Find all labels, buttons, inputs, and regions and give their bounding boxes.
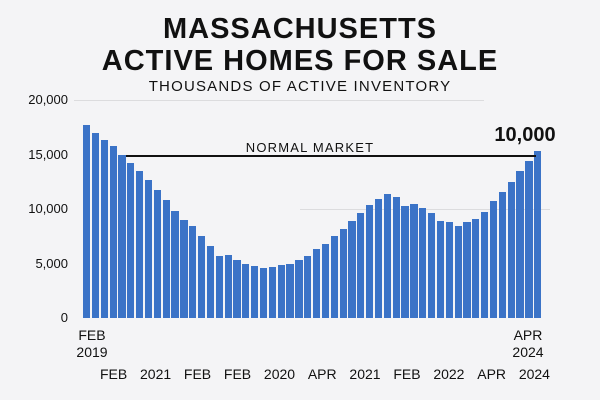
bar [507, 181, 515, 318]
bar [198, 236, 206, 318]
chart-title-line-1: MASSACHUSETTS [162, 13, 437, 45]
bar [481, 212, 489, 318]
x-start-label: FEB 2019 [72, 327, 112, 361]
bar [410, 203, 418, 318]
bar [233, 260, 241, 318]
bar [357, 213, 365, 318]
bar [171, 211, 179, 318]
x-label: 2020 [263, 366, 296, 382]
bar [313, 249, 321, 318]
x-label: FEB [393, 366, 421, 382]
x-label: FEB [183, 366, 212, 382]
normal-market-line [126, 155, 536, 157]
x-start-month: FEB [78, 327, 106, 343]
bar [206, 246, 215, 318]
bar [445, 222, 453, 318]
x-label: APR [307, 366, 337, 382]
bar [383, 193, 391, 318]
bar [268, 266, 276, 318]
bar [295, 260, 303, 318]
x-start-year: 2019 [76, 344, 108, 360]
y-tick-0: 0 [60, 310, 68, 325]
bar [366, 204, 374, 318]
x-label: 2024 [518, 366, 550, 382]
y-tick-5000: 5,000 [35, 256, 68, 271]
bar [472, 218, 480, 318]
x-label: FEB [100, 366, 128, 382]
bar [392, 197, 400, 318]
bar [321, 243, 330, 318]
x-bottom-labels: FEB 2021 FEB FEB 2020 APR 2021 FEB 2022 … [100, 366, 550, 382]
bar [436, 221, 445, 318]
bar [251, 265, 259, 318]
value-callout: 10,000 [494, 124, 556, 146]
bar [144, 179, 153, 318]
normal-market-label: NORMAL MARKET [245, 140, 375, 155]
bar [162, 200, 170, 318]
bar [180, 219, 188, 318]
bar [109, 145, 117, 318]
bar [259, 267, 268, 318]
bar [498, 191, 506, 318]
bar [516, 170, 524, 318]
bar [127, 163, 135, 318]
bar [242, 263, 250, 318]
chart-subtitle: THOUSANDS OF ACTIVE INVENTORY [148, 78, 452, 95]
chart-title-line-2: ACTIVE HOMES FOR SALE [101, 45, 499, 77]
x-end-label: APR 2024 [508, 327, 548, 361]
bar [330, 236, 338, 318]
bar [419, 207, 427, 318]
bar [100, 140, 108, 318]
bar [277, 264, 285, 318]
x-label: APR [477, 366, 507, 382]
bar [224, 254, 232, 318]
bar [525, 161, 533, 318]
y-tick-20000: 20,000 [28, 92, 68, 107]
bar [339, 228, 347, 318]
bar-series [83, 100, 543, 318]
y-tick-10000: 10,000 [28, 201, 68, 216]
bar [374, 199, 383, 318]
bar [83, 125, 91, 318]
bar [118, 154, 126, 318]
bar [428, 213, 436, 318]
x-end-month: APR [513, 327, 543, 343]
x-label: 2022 [433, 366, 465, 382]
bar [304, 255, 312, 318]
bar [401, 205, 409, 318]
bar [189, 226, 197, 318]
x-label: 2021 [140, 366, 172, 382]
bar [153, 190, 161, 318]
bar [463, 222, 471, 318]
x-end-year: 2024 [512, 344, 544, 360]
bar [286, 263, 294, 318]
bar [348, 221, 356, 318]
y-tick-15000: 15,000 [28, 147, 68, 162]
gridline [74, 100, 484, 101]
bar [534, 151, 542, 318]
bar [489, 201, 498, 318]
bar [136, 170, 144, 318]
bar [215, 255, 223, 318]
x-label: 2021 [349, 366, 381, 382]
bar [454, 226, 462, 318]
bar [91, 132, 100, 318]
x-label: FEB [223, 366, 252, 382]
